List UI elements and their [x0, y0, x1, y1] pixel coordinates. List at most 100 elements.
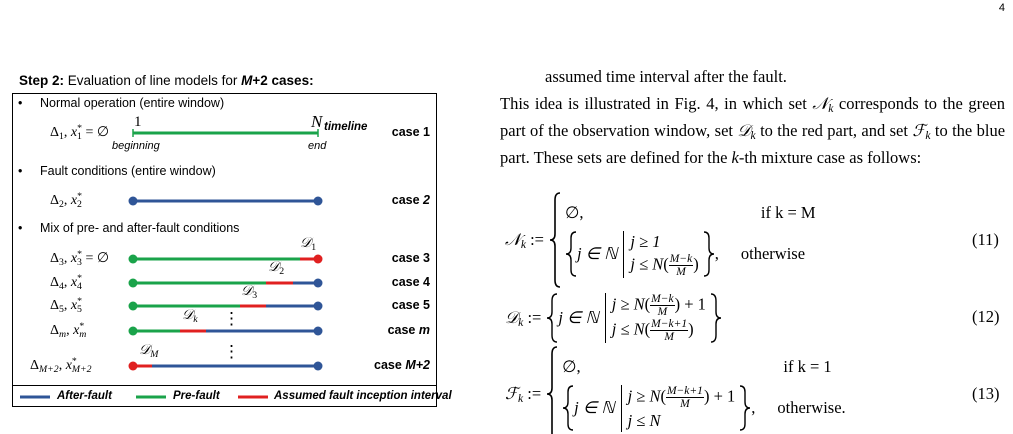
text: case — [374, 358, 402, 372]
text: k — [520, 238, 526, 251]
text: * — [77, 249, 83, 260]
page-number: 4 — [998, 2, 1005, 14]
text: k — [517, 392, 524, 405]
text: := — [527, 383, 542, 403]
text: k — [828, 103, 834, 115]
text: 𝒟 — [139, 343, 151, 358]
text: 5 — [423, 298, 430, 312]
text: + 1 — [684, 294, 706, 314]
text: m — [59, 329, 67, 340]
text: = ∅ — [85, 125, 110, 140]
section-label: Fault conditions (entire window) — [40, 164, 216, 178]
text: 𝒟 — [300, 236, 312, 251]
eq-lhs: 𝒩k := — [505, 230, 544, 251]
timeline-end — [128, 278, 138, 288]
text: 𝒟 — [268, 260, 280, 275]
text: * — [71, 356, 77, 367]
text: 5 — [59, 304, 64, 315]
set: j ∈ ℕ j ≥ N(M−k+1 M) + 1 j ≤ N , — [562, 384, 755, 432]
case-label: case 4 — [392, 275, 430, 289]
text: Δ — [50, 251, 60, 266]
text: to the blue part. These sets are defined… — [500, 121, 1006, 167]
figure-title: Step 2: Evaluation of line models for M+… — [19, 73, 314, 88]
text: k — [731, 148, 739, 167]
timeline-end — [313, 361, 323, 371]
case-label: case M+2 — [374, 358, 430, 372]
text: , — [63, 193, 68, 208]
brace — [547, 346, 558, 434]
set: j ∈ ℕ j ≥ 1 j ≤ N(M−k M) , — [565, 230, 719, 278]
text: 1 — [423, 125, 430, 139]
text: ( — [644, 294, 651, 314]
text-line: assumed time interval after the fault. — [545, 67, 787, 86]
text: j ≤ N — [630, 253, 664, 273]
text: , — [63, 251, 68, 266]
timeline-end-index: N — [311, 112, 323, 131]
text: , — [63, 298, 68, 313]
interval-label: 𝒟k — [182, 308, 198, 325]
text: x — [70, 251, 78, 266]
vertical-dots: ⋮ — [223, 309, 240, 328]
case-condition: otherwise — [740, 244, 806, 263]
title-part: Evaluation of line models for — [67, 73, 238, 88]
case-label: case m — [388, 323, 430, 337]
text: = ∅ — [85, 251, 110, 266]
case-value: ∅, — [562, 356, 581, 376]
text: * — [79, 321, 85, 332]
text: Δ — [50, 298, 60, 313]
legend-label: Pre-fault — [173, 390, 220, 402]
beginning-label: beginning — [112, 140, 160, 152]
eq-lhs: 𝒟k := — [505, 308, 541, 329]
figure-frame — [12, 93, 437, 407]
case-label: case 3 — [392, 251, 430, 265]
text: ( — [660, 385, 666, 405]
text: x — [70, 275, 78, 290]
text: case — [391, 193, 420, 207]
text: M−k+1 — [650, 318, 689, 331]
brace — [710, 293, 721, 343]
row-label: ΔM+2, x*M+2 — [30, 356, 91, 375]
text: j ≤ N — [627, 410, 661, 430]
text: M−k — [668, 252, 694, 266]
equation: 𝒟k := j ∈ ℕ j ≥ N(M−k M) + 1 j ≤ N(M−k+1 M… — [505, 292, 722, 344]
text: 3 — [423, 251, 430, 265]
text: 1 — [59, 131, 64, 142]
timeline-end — [313, 326, 323, 336]
text: ( — [663, 253, 669, 273]
text: m — [79, 329, 87, 340]
text: case — [391, 251, 420, 265]
timeline-end — [128, 326, 138, 336]
timeline-start: 1 — [134, 114, 142, 130]
text: 2 — [423, 193, 430, 207]
conditions: j ≥ N(M−k+1 M) + 1 j ≤ N — [620, 384, 740, 432]
text: x — [73, 323, 80, 338]
text: ℱ — [505, 383, 518, 403]
case-label: case 5 — [392, 298, 430, 312]
timeline-end — [313, 196, 323, 206]
text: k — [193, 314, 198, 325]
text: j ≥ 1 — [630, 231, 661, 251]
text: Δ — [50, 275, 60, 290]
set: j ∈ ℕ j ≥ N(M−k M) + 1 j ≤ N(M−k+1 M) — [546, 293, 722, 343]
text: 3 — [59, 257, 64, 268]
text: 𝒟 — [505, 307, 519, 327]
text: case — [391, 298, 420, 312]
text: Δ — [50, 323, 60, 338]
text: * — [77, 296, 83, 307]
text: x — [70, 125, 78, 140]
interval-label: 𝒟1 — [300, 236, 316, 253]
cases: ∅, if k = M j ∈ ℕ j ≥ 1 j ≤ N(M−k M) , ot… — [565, 203, 816, 278]
text: M — [680, 397, 690, 410]
brace — [549, 192, 561, 288]
eq-lhs: ℱk := — [505, 384, 541, 405]
text: 5 — [77, 304, 82, 315]
text: ) — [688, 319, 694, 339]
equation-number: (11) — [972, 230, 999, 249]
text: M — [657, 306, 668, 318]
text: , — [63, 125, 68, 140]
equation-number: (12) — [972, 307, 1000, 326]
text: , — [58, 358, 63, 373]
timeline-end — [128, 196, 138, 206]
